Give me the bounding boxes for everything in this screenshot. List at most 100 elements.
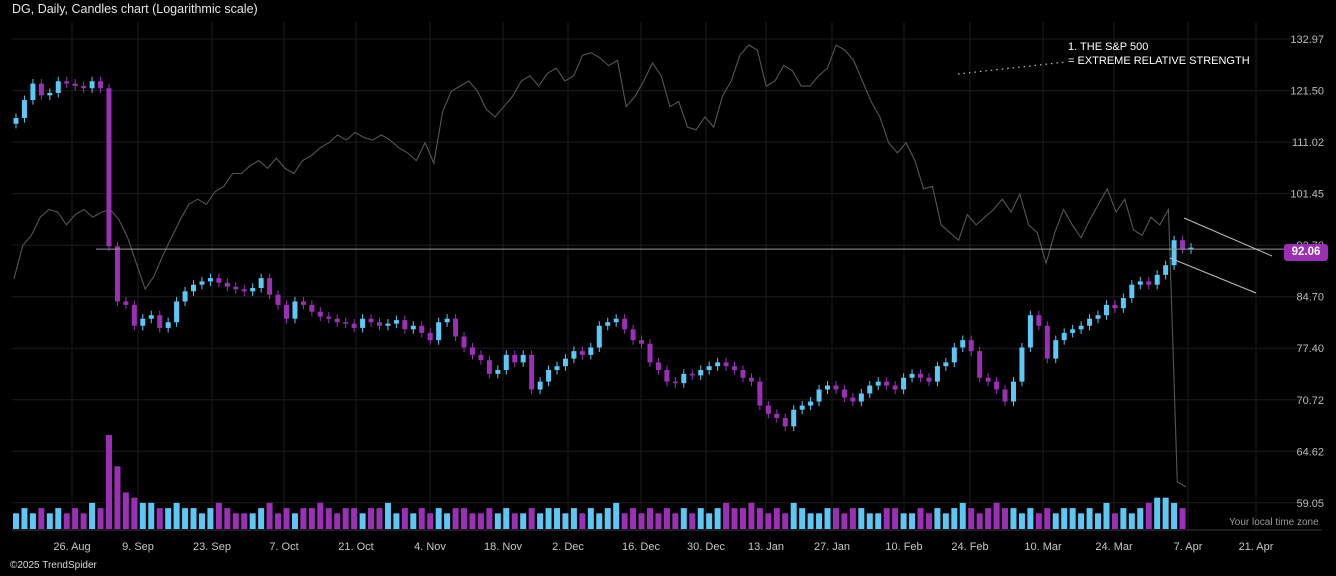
candle [1061,328,1067,345]
timezone-note[interactable]: Your local time zone [1229,517,1319,528]
volume-bar [909,513,916,529]
candle-body [1103,304,1109,316]
candle-body [1120,298,1126,309]
candle-body [858,393,864,402]
candle [816,384,822,407]
volume-bar [384,502,391,529]
volume-bar [334,513,341,529]
candle [326,312,332,324]
x-tick-label: 9. Sep [122,541,154,553]
x-axis-labels: 26. Aug 9. Sep 23. Sep 7. Oct 21. Oct 4. Nov 1… [53,541,1273,553]
candle [723,357,729,371]
volume-bar [1035,513,1042,529]
candle [706,361,712,375]
candle-body [1137,281,1143,285]
candle [1137,276,1143,290]
candle [850,392,856,407]
volume-bar [55,508,62,529]
candle-body [571,351,577,359]
candle-body [1019,347,1025,382]
volume-bar [892,508,899,529]
candle [901,373,907,395]
volume-bar [418,508,425,529]
grid [12,22,1322,531]
candle-body [233,286,239,290]
candle-body [512,354,518,363]
volume-bar [198,513,205,529]
volume-bar [985,508,992,529]
candle [157,310,163,333]
candle-body [199,281,205,285]
volume-bar [427,513,434,529]
candle [241,284,247,296]
volume-bar [604,508,611,529]
candle [64,76,70,89]
candle [977,346,983,383]
candle [757,377,763,411]
volume-bar [596,513,603,529]
candle-body [1053,340,1059,359]
volume-bar [1162,497,1169,529]
candle [123,296,129,310]
trend-drawings [96,61,1284,294]
candle-body [114,246,120,302]
candle-body [841,389,847,398]
candle-body [647,343,653,363]
candle [368,314,374,327]
volume-bar [554,508,561,529]
volume-bar [376,508,383,529]
candle [968,335,974,356]
candle-body [241,289,247,292]
candle [300,296,306,310]
volume-bar [249,513,256,529]
relative-strength-overlay [13,44,1187,488]
volume-bar [672,513,679,529]
candle-body [410,325,416,330]
candle [951,342,957,367]
candle [655,357,661,375]
candle [664,365,670,387]
chart-title: DG, Daily, Candles chart (Logarithmic sc… [12,2,258,16]
candle-body [436,322,442,341]
candle [486,355,492,379]
candle-body [55,81,61,93]
annotation-pointer [957,61,1067,75]
volume-bar [38,508,45,529]
candle [1188,243,1194,254]
candle-body [1129,284,1135,299]
volume-bar [630,508,637,529]
volume-bar [156,508,163,529]
volume-bar [900,513,907,529]
candle-body [985,377,991,382]
candle [21,95,27,123]
candle-body [537,381,543,390]
volume-bar [351,508,358,529]
candle [529,350,535,395]
candle-body [715,362,721,367]
x-tick-label: 24. Feb [951,541,988,553]
candle [267,273,273,300]
candle-body [343,322,349,324]
candle-body [808,401,814,406]
candle-body [334,318,340,323]
volume-bar [1018,513,1025,529]
volume-bar [925,513,932,529]
volume-bar [570,508,577,529]
volume-bar [1078,513,1085,529]
candle-body [639,340,645,344]
candle [596,321,602,353]
volume-bar [1137,508,1144,529]
volume-bar [393,513,400,529]
volume-bar [697,508,704,529]
candle [47,88,53,100]
candle [562,354,568,371]
candle [1053,335,1059,364]
copyright: ©2025 TrendSpider [10,560,97,571]
chart-annotation: 1. THE S&P 500 = EXTREME RELATIVE STRENG… [1068,40,1250,68]
volume-bar [587,508,594,529]
volume-bar [816,513,823,529]
candle-body [901,377,907,390]
candle-body [309,304,315,312]
volume-bar [190,508,197,529]
